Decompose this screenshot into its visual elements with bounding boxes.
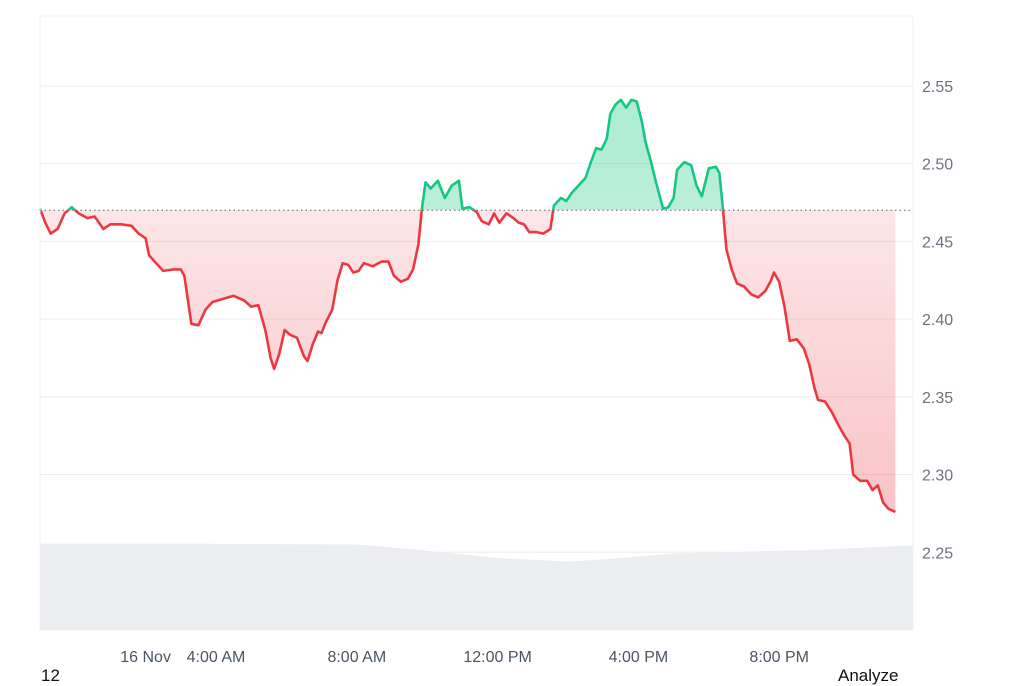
price-line-up xyxy=(38,98,725,211)
analyze-link[interactable]: Analyze xyxy=(838,666,899,685)
y-tick-label: 2.55 xyxy=(922,79,953,96)
y-tick-label: 2.50 xyxy=(922,157,953,174)
price-fill xyxy=(40,99,896,512)
y-axis: 2.25 2.30 2.35 2.40 2.45 2.50 2.55 xyxy=(922,79,953,562)
price-line xyxy=(38,98,896,514)
y-tick-label: 2.25 xyxy=(922,545,953,562)
y-tick-label: 2.45 xyxy=(922,234,953,251)
x-tick-label: 12:00 PM xyxy=(463,649,531,666)
volume-area xyxy=(40,543,913,630)
loss-area xyxy=(40,210,896,512)
y-tick-label: 2.35 xyxy=(922,390,953,407)
plot-border xyxy=(39,15,914,631)
gain-area xyxy=(40,99,724,211)
gridlines xyxy=(40,85,913,553)
footer-left-text: 12 xyxy=(41,666,60,685)
x-tick-label: 16 Nov xyxy=(120,649,171,666)
x-axis: 16 Nov 4:00 AM 8:00 AM 12:00 PM 4:00 PM 8:00 … xyxy=(120,649,809,666)
y-tick-label: 2.30 xyxy=(922,468,953,485)
x-tick-label: 4:00 PM xyxy=(609,649,669,666)
x-tick-label: 8:00 PM xyxy=(749,649,809,666)
x-tick-label: 8:00 AM xyxy=(327,649,386,666)
y-tick-label: 2.40 xyxy=(922,312,953,329)
price-line-down xyxy=(39,210,896,514)
volume-shape xyxy=(40,543,913,630)
x-tick-label: 4:00 AM xyxy=(187,649,246,666)
